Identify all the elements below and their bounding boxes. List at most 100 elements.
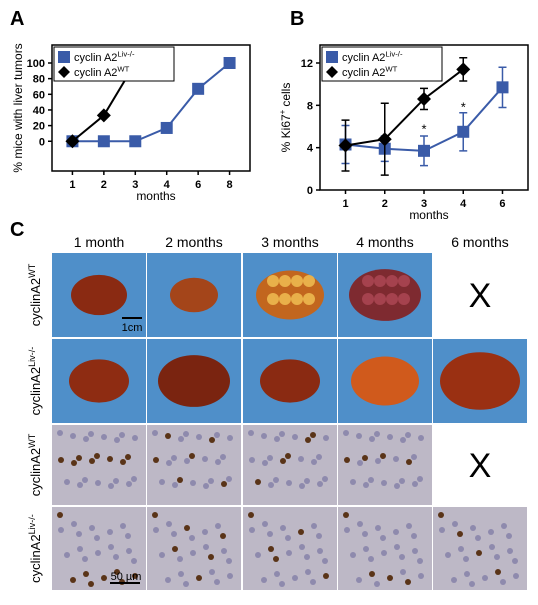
row-label: cyclinA2WT <box>27 433 43 496</box>
panel-letter: C <box>10 219 24 241</box>
nucleus <box>58 457 64 463</box>
column-heading: 4 months <box>356 234 414 250</box>
x-tick-label: 3 <box>421 198 427 210</box>
nucleus <box>310 432 316 438</box>
nucleus <box>357 521 363 527</box>
nucleus <box>196 434 202 440</box>
nucleus <box>119 432 125 438</box>
nucleus <box>457 531 463 537</box>
nucleus <box>221 548 227 554</box>
x-tick-label: 3 <box>132 179 138 191</box>
nucleus <box>183 431 189 437</box>
nucleus <box>208 554 214 560</box>
nucleus <box>445 552 451 558</box>
legend-marker <box>58 66 70 78</box>
nucleus <box>125 454 131 460</box>
y-axis-label: % Ki67+ cells <box>278 83 293 153</box>
legend-label-sup: Liv-/- <box>117 50 135 59</box>
nucleus <box>286 550 292 556</box>
legend-label-main: cyclin A2 <box>74 52 117 64</box>
nucleus <box>131 558 137 564</box>
nodule <box>291 275 303 287</box>
legend-marker <box>326 51 338 63</box>
legend-box <box>321 46 443 82</box>
marker <box>417 91 431 106</box>
nucleus <box>113 554 119 560</box>
nucleus <box>298 529 304 535</box>
nucleus <box>226 558 232 564</box>
nucleus <box>344 457 350 463</box>
nucleus <box>107 456 113 462</box>
nodule <box>398 275 410 287</box>
y-tick-label: 8 <box>307 100 313 112</box>
photo <box>147 507 241 590</box>
nucleus <box>274 571 280 577</box>
nucleus <box>89 458 95 464</box>
liver <box>260 359 320 403</box>
nucleus <box>190 550 196 556</box>
annotation: * <box>421 122 426 137</box>
nucleus <box>152 512 158 518</box>
legend-marker <box>326 66 338 78</box>
nucleus <box>172 546 178 552</box>
nucleus <box>469 581 475 587</box>
y-axis-label-main: % Ki67 <box>279 114 293 152</box>
x-tick-label: 2 <box>101 179 107 191</box>
nucleus <box>322 558 328 564</box>
liver <box>170 277 218 313</box>
panel-letter: B <box>290 8 304 30</box>
nucleus <box>273 477 279 483</box>
nucleus <box>120 459 126 465</box>
x-tick-label: 2 <box>382 198 388 210</box>
nucleus <box>512 558 518 564</box>
nucleus <box>350 479 356 485</box>
nucleus <box>299 483 305 489</box>
legend-marker <box>58 51 70 63</box>
marker <box>129 135 142 148</box>
nucleus <box>387 575 393 581</box>
nucleus <box>220 454 226 460</box>
nucleus <box>292 434 298 440</box>
nucleus <box>417 476 423 482</box>
liver <box>69 359 129 403</box>
nodule <box>362 275 374 287</box>
nucleus <box>114 569 120 575</box>
row-label: cyclinA2WT <box>27 263 43 326</box>
legend-label-main: cyclin A2 <box>342 52 385 64</box>
photo <box>243 507 337 590</box>
nucleus <box>501 523 507 529</box>
nucleus <box>255 552 261 558</box>
nucleus <box>438 512 444 518</box>
nucleus <box>280 525 286 531</box>
nucleus <box>152 430 158 436</box>
nucleus <box>159 479 165 485</box>
liver <box>158 355 230 407</box>
nucleus <box>452 521 458 527</box>
legend-box <box>53 46 175 82</box>
nucleus <box>470 525 476 531</box>
nucleus <box>178 571 184 577</box>
marker <box>457 125 470 138</box>
nucleus <box>368 477 374 483</box>
nucleus <box>261 433 267 439</box>
nodule <box>267 293 279 305</box>
nucleus <box>507 548 513 554</box>
nucleus <box>132 435 138 441</box>
nucleus <box>82 477 88 483</box>
nucleus <box>273 556 279 562</box>
legend-label-sup: Liv-/- <box>385 50 403 59</box>
nodule <box>398 293 410 305</box>
nucleus <box>322 476 328 482</box>
nucleus <box>177 556 183 562</box>
nucleus <box>495 569 501 575</box>
nucleus <box>476 550 482 556</box>
marker <box>65 134 80 149</box>
nucleus <box>400 569 406 575</box>
nucleus <box>464 571 470 577</box>
nucleus <box>126 481 132 487</box>
nucleus <box>411 454 417 460</box>
nucleus <box>220 533 226 539</box>
nucleus <box>418 435 424 441</box>
y-tick-label: 100 <box>27 58 45 70</box>
y-tick-label: 80 <box>33 74 45 86</box>
